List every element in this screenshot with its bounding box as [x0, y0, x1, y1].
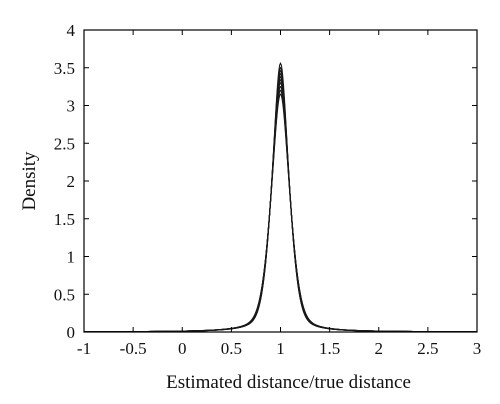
x-tick-label: -0.5	[120, 339, 147, 358]
y-tick-label: 2	[67, 172, 76, 191]
density-curve	[84, 66, 477, 333]
x-tick-label: 2.5	[417, 339, 438, 358]
y-tick-label: 3	[67, 97, 76, 116]
y-tick-label: 1	[67, 248, 76, 267]
x-tick-label: 1.5	[319, 339, 340, 358]
y-axis-label: Density	[19, 151, 40, 211]
x-tick-label: 1	[276, 339, 285, 358]
x-tick-label: 3	[473, 339, 482, 358]
density-curve	[84, 89, 477, 333]
x-axis-label: Estimated distance/true distance	[166, 372, 411, 393]
x-tick-label: 0	[178, 339, 187, 358]
plot-frame	[83, 29, 478, 333]
series-layer	[83, 61, 478, 333]
x-tick-label: 0.5	[221, 339, 242, 358]
density-curve	[84, 93, 477, 333]
density-curve	[84, 81, 477, 333]
ticks-layer: -1 -0.5 0 0.5 1 1.5 2 2.5 3 0 0.5 1 1.5 2 2.5 3 3.5 4	[54, 21, 482, 358]
density-curve	[84, 75, 477, 333]
density-curve	[83, 72, 478, 333]
x-tick-label: -1	[77, 339, 91, 358]
density-curve	[84, 78, 477, 333]
y-tick-label: 1.5	[54, 210, 75, 229]
density-curve	[84, 61, 477, 333]
density-curve	[84, 69, 477, 333]
axes-layer	[83, 29, 478, 333]
y-tick-label: 0	[67, 323, 76, 342]
y-tick-label: 3.5	[54, 59, 75, 78]
y-tick-label: 2.5	[54, 134, 75, 153]
x-tick-label: 2	[375, 339, 384, 358]
y-tick-label: 0.5	[54, 285, 75, 304]
density-curve	[84, 85, 477, 333]
y-tick-label: 4	[67, 21, 76, 40]
